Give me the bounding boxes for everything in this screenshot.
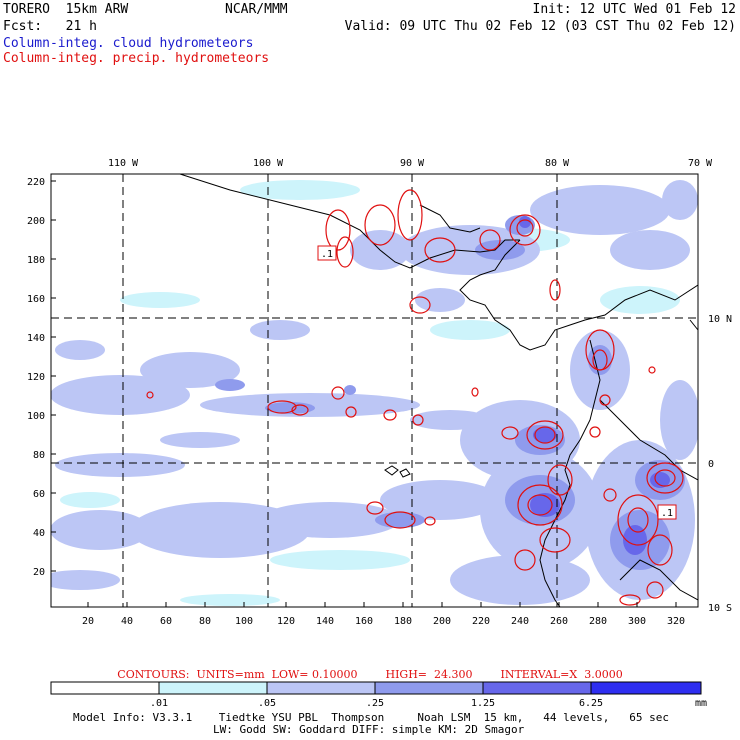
y-tick-label: 60	[33, 489, 45, 500]
contour-units: CONTOURS: UNITS=mm LOW= 0.10000	[117, 668, 358, 681]
colorbar-label: .05	[258, 698, 276, 709]
colorbar-label: .01	[150, 698, 168, 709]
x-tick-label: 200	[433, 616, 451, 627]
contour-interval: INTERVAL=X 3.0000	[500, 668, 623, 681]
y-tick-label: 80	[33, 450, 45, 461]
colorbar-label: 6.25	[579, 698, 603, 709]
colorbar-label: 1.25	[471, 698, 495, 709]
model-info-line1: Model Info: V3.3.1 Tiedtke YSU PBL Thomp…	[73, 711, 670, 724]
y-tick-label: 120	[27, 372, 45, 383]
x-tick-label: 160	[355, 616, 373, 627]
lat-label: 10 N	[708, 314, 732, 325]
valid-time: Valid: 09 UTC Thu 02 Feb 12 (03 CST Thu …	[344, 19, 736, 34]
y-tick-label: 140	[27, 333, 45, 344]
lon-label: 80 W	[545, 158, 570, 169]
lat-lon-grid	[51, 174, 698, 607]
precip-contours	[146, 189, 684, 606]
y-tick-label: 200	[27, 216, 45, 227]
x-tick-label: 80	[199, 616, 211, 627]
x-tick-label: 300	[628, 616, 646, 627]
lat-label: 0	[708, 459, 714, 470]
y-tick-label: 180	[27, 255, 45, 266]
contour-high: HIGH= 24.300	[385, 668, 473, 681]
lat-label: 10 S	[708, 603, 732, 614]
y-tick-label: 20	[33, 567, 45, 578]
x-tick-label: 100	[235, 616, 253, 627]
x-tick-label: 120	[277, 616, 295, 627]
forecast-hour: Fcst: 21 h	[3, 19, 97, 34]
x-tick-label: 320	[667, 616, 685, 627]
org-label: NCAR/MMM	[225, 2, 288, 17]
x-tick-label: 40	[121, 616, 133, 627]
model-title: TORERO 15km ARW	[3, 2, 129, 17]
cloud-shading	[51, 180, 698, 606]
y-tick-label: 220	[27, 177, 45, 188]
x-tick-label: 20	[82, 616, 94, 627]
map-frame	[50, 173, 699, 608]
colorbar-unit: mm	[695, 698, 707, 709]
model-info-line2: LW: Godd SW: Goddard DIFF: simple KM: 2D…	[213, 723, 525, 736]
lon-label: 100 W	[253, 158, 284, 169]
lon-label: 90 W	[400, 158, 425, 169]
x-tick-label: 140	[316, 616, 334, 627]
colorbar-label: .25	[366, 698, 384, 709]
y-tick-label: 100	[27, 411, 45, 422]
init-time: Init: 12 UTC Wed 01 Feb 12	[532, 2, 737, 17]
y-tick-label: 40	[33, 528, 45, 539]
x-tick-label: 260	[550, 616, 568, 627]
colorbar	[50, 681, 702, 695]
cloud-legend: Column-integ. cloud hydrometeors	[3, 36, 254, 51]
lon-label: 110 W	[108, 158, 139, 169]
y-tick-label: 160	[27, 294, 45, 305]
x-tick-label: 220	[472, 616, 490, 627]
contour-label: .1	[321, 249, 333, 260]
lon-label: 70 W	[688, 158, 713, 169]
x-tick-label: 180	[394, 616, 412, 627]
coastlines	[179, 174, 698, 607]
contour-label: .1	[661, 508, 673, 519]
precip-legend: Column-integ. precip. hydrometeors	[3, 51, 270, 66]
contour-info: CONTOURS: UNITS=mm LOW= 0.10000 HIGH= 24…	[0, 668, 740, 681]
x-tick-label: 240	[511, 616, 529, 627]
x-tick-label: 280	[589, 616, 607, 627]
x-tick-label: 60	[160, 616, 172, 627]
